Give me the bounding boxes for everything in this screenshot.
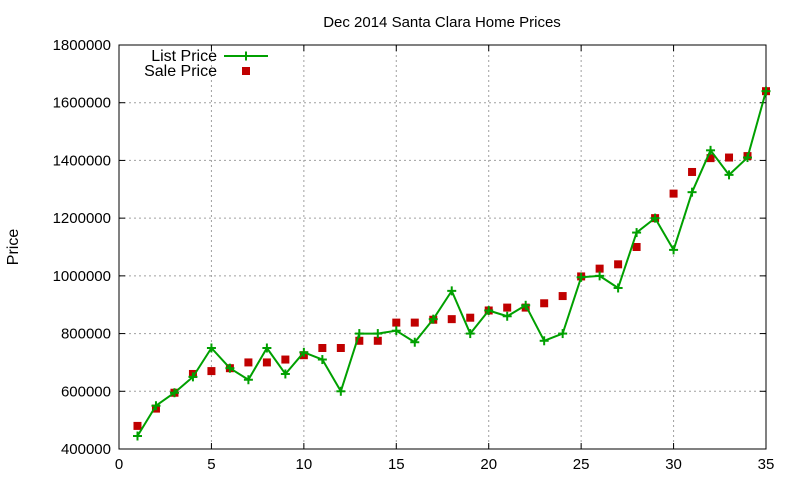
- sale-price-point: [540, 299, 549, 308]
- grid: [119, 45, 766, 449]
- x-tick-label: 25: [573, 456, 590, 473]
- sale-price-point: [725, 153, 734, 162]
- list-price-point: [336, 386, 346, 396]
- y-tick-label: 1400000: [53, 152, 111, 169]
- list-price-point: [743, 153, 753, 163]
- y-tick-label: 600000: [61, 383, 111, 400]
- x-tick-label: 0: [115, 456, 123, 473]
- x-tick-label: 30: [665, 456, 682, 473]
- sale-price-point: [392, 318, 401, 327]
- list-price-point: [447, 286, 457, 296]
- x-tick-label: 35: [758, 456, 775, 473]
- list-price-point: [391, 326, 401, 336]
- legend-marker-list-price: [241, 51, 251, 61]
- sale-price-point: [614, 260, 623, 269]
- tick-labels: 0 5 10 15 20 25 30 35 400000 600000 800000 1000000 1…: [53, 37, 775, 473]
- list-price-point: [373, 329, 383, 339]
- list-price-point: [761, 86, 771, 96]
- list-price-point: [724, 170, 734, 180]
- sale-price-point: [447, 315, 456, 324]
- chart-title: Dec 2014 Santa Clara Home Prices: [323, 14, 561, 31]
- legend-label-list-price: List Price: [151, 48, 217, 65]
- sale-price-point: [410, 318, 419, 327]
- sale-price-point: [133, 421, 142, 430]
- series-list-price: [132, 86, 771, 441]
- list-price-point: [558, 329, 568, 339]
- y-axis-label: Price: [5, 229, 22, 266]
- list-price-point: [484, 305, 494, 315]
- y-tick-label: 1600000: [53, 95, 111, 112]
- y-tick-label: 1000000: [53, 268, 111, 285]
- sale-price-point: [558, 292, 567, 301]
- x-tick-label: 20: [480, 456, 497, 473]
- sale-price-point: [262, 358, 271, 367]
- x-tick-label: 10: [296, 456, 313, 473]
- x-tick-label: 15: [388, 456, 405, 473]
- list-price-point: [539, 336, 549, 346]
- list-price-point: [706, 145, 716, 155]
- list-price-point: [650, 213, 660, 223]
- sale-price-point: [706, 154, 715, 163]
- legend-marker-sale-price: [242, 67, 250, 75]
- sale-price-point: [632, 243, 641, 251]
- list-price-point: [151, 401, 161, 411]
- plot-frame: [118, 44, 767, 450]
- y-tick-label: 1200000: [53, 210, 111, 227]
- list-price-point: [188, 372, 198, 382]
- list-price-point: [465, 329, 475, 339]
- list-price-point: [576, 272, 586, 282]
- list-price-point: [428, 314, 438, 324]
- list-price-point: [687, 187, 697, 197]
- sale-price-point: [281, 355, 290, 364]
- list-price-point: [521, 300, 531, 310]
- list-price-point: [132, 431, 142, 441]
- sale-price-point: [466, 313, 475, 322]
- axis-ticks: [118, 44, 767, 450]
- list-price-point: [595, 271, 605, 281]
- sale-price-point: [595, 264, 604, 273]
- list-price-point: [299, 347, 309, 357]
- sale-price-point: [355, 336, 364, 345]
- legend-label-sale-price: Sale Price: [144, 63, 217, 80]
- list-price-point: [613, 283, 623, 293]
- list-price-point: [243, 375, 253, 385]
- list-price-point: [206, 343, 216, 353]
- sale-price-point: [336, 344, 345, 352]
- list-price-point: [410, 337, 420, 347]
- x-tick-label: 5: [207, 456, 215, 473]
- sale-price-point: [318, 344, 327, 352]
- legend: List Price Sale Price: [144, 48, 268, 80]
- list-price-point: [502, 311, 512, 321]
- sale-price-point: [207, 367, 216, 376]
- list-price-point: [225, 363, 235, 373]
- series-sale-price: [133, 87, 770, 430]
- sale-price-point: [244, 358, 253, 367]
- list-price-point: [280, 369, 290, 379]
- list-price-point: [354, 329, 364, 339]
- list-price-point: [169, 388, 179, 398]
- list-price-point: [262, 343, 272, 353]
- list-price-point: [317, 355, 327, 365]
- y-tick-label: 800000: [61, 326, 111, 343]
- sale-price-point: [688, 167, 697, 176]
- sale-price-point: [669, 189, 678, 198]
- list-price-point: [632, 228, 642, 238]
- sale-price-point: [373, 336, 382, 345]
- series-layer: [132, 86, 771, 441]
- y-tick-label: 1800000: [53, 37, 111, 54]
- sale-price-point: [503, 303, 512, 312]
- list-price-line: [136, 90, 767, 437]
- y-tick-label: 400000: [61, 441, 111, 458]
- list-price-point: [669, 245, 679, 255]
